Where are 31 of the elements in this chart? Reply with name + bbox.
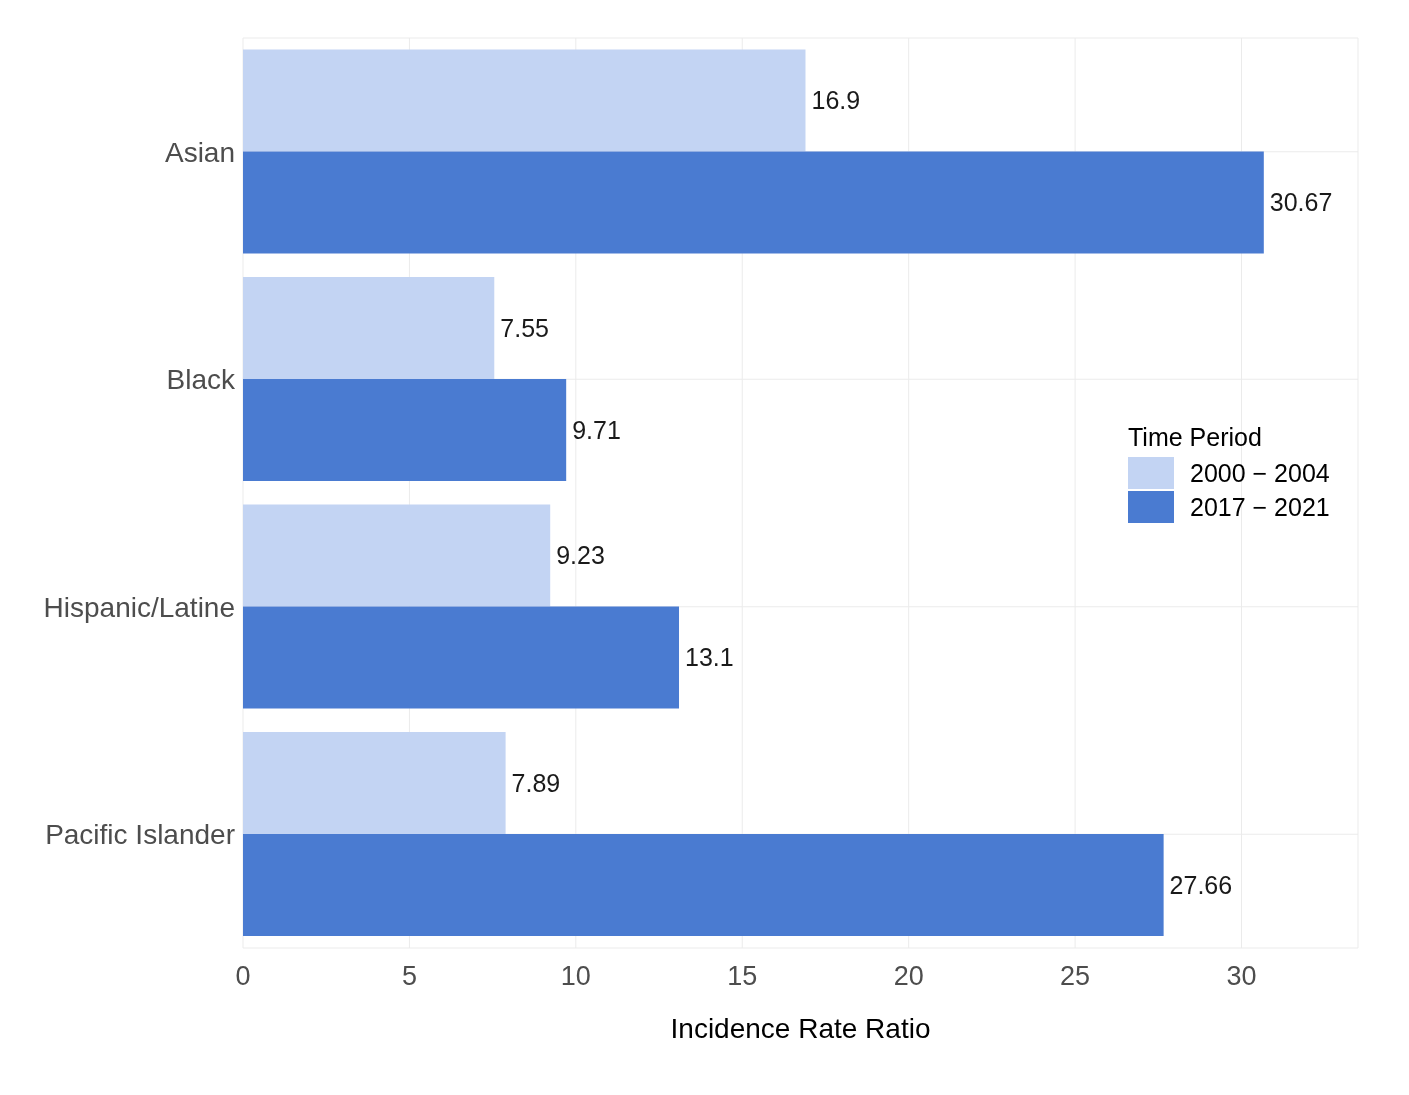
data-label: 27.66 <box>1169 870 1233 899</box>
data-label: 16.9 <box>811 86 861 115</box>
bar <box>243 731 506 834</box>
data-label: 7.89 <box>511 768 561 797</box>
bar <box>243 606 680 709</box>
data-label: 7.55 <box>500 313 549 342</box>
x-tick-label: 30 <box>1226 961 1257 992</box>
legend-label: 2017 − 2021 <box>1190 492 1330 522</box>
legend-label: 2000 − 2004 <box>1190 458 1330 488</box>
x-tick-label: 5 <box>401 961 417 992</box>
x-tick-label: 20 <box>893 961 924 992</box>
bar <box>243 276 495 379</box>
x-tick-label: 15 <box>727 961 758 992</box>
data-label: 9.23 <box>556 541 605 570</box>
x-tick-label: 10 <box>560 961 591 992</box>
y-tick-label: Asian <box>164 136 235 168</box>
x-axis-title: Incidence Rate Ratio <box>670 1013 931 1044</box>
bar <box>243 49 806 152</box>
x-tick-label: 25 <box>1060 961 1091 992</box>
bar <box>243 504 551 607</box>
legend-title: Time Period <box>1128 423 1263 452</box>
bar <box>243 833 1164 936</box>
bar <box>243 378 567 481</box>
x-tick-label: 0 <box>235 961 251 992</box>
data-label: 30.67 <box>1269 188 1333 217</box>
data-label: 13.1 <box>685 643 734 672</box>
y-tick-label: Hispanic/Latine <box>43 591 235 623</box>
y-tick-label: Black <box>166 364 236 396</box>
y-tick-label: Pacific Islander <box>45 819 235 851</box>
bar <box>243 151 1264 254</box>
data-label: 9.71 <box>572 415 621 444</box>
